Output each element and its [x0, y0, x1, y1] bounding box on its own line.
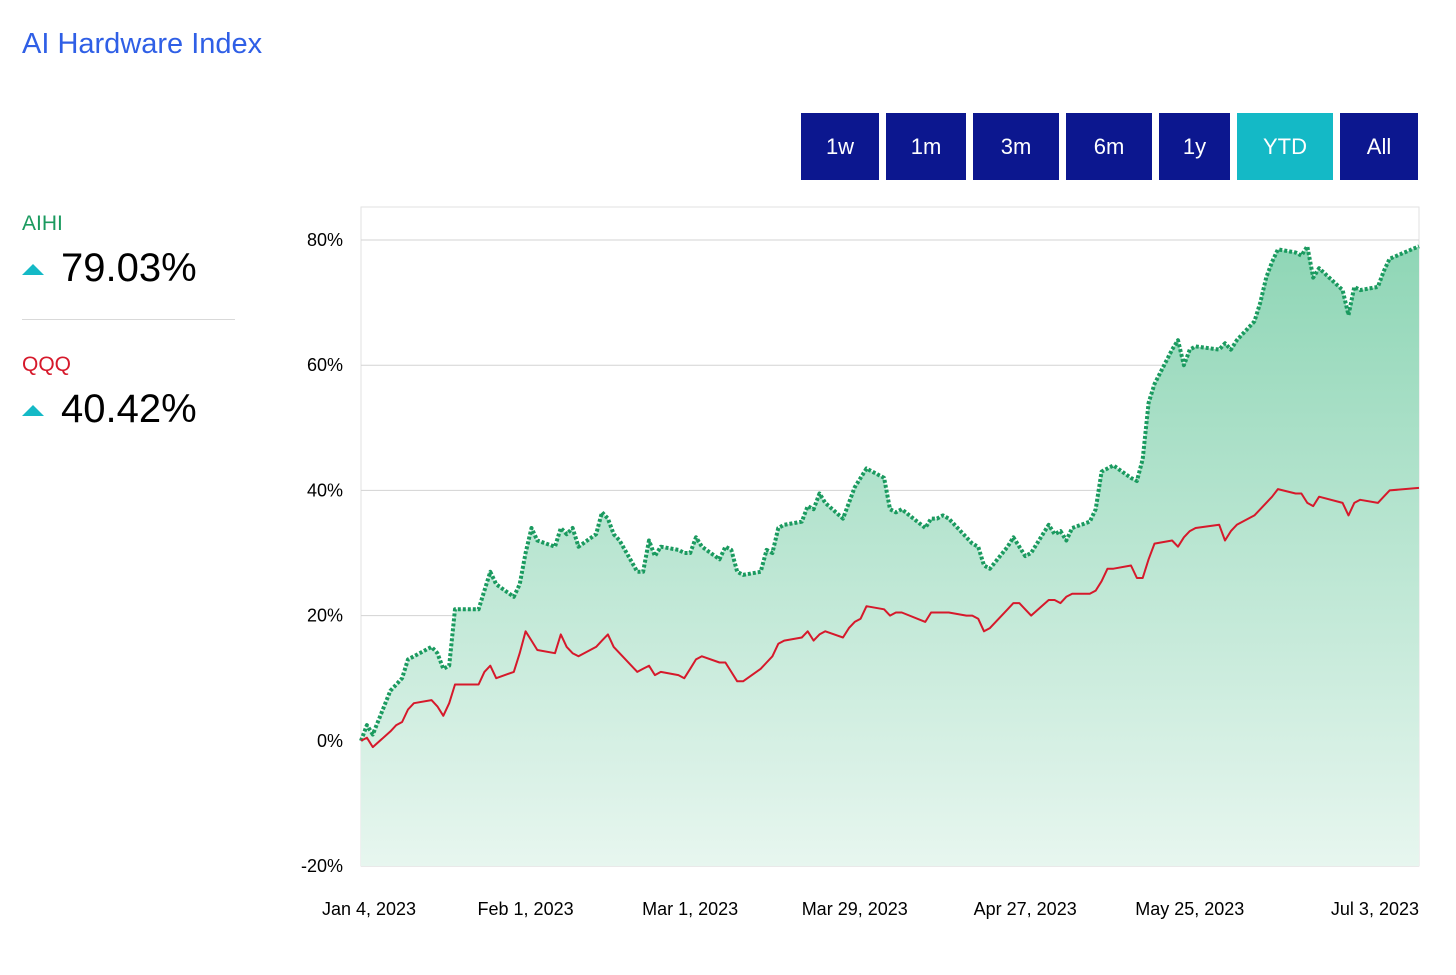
x-tick-label: Jan 4, 2023: [322, 899, 416, 919]
x-tick-label: Jul 3, 2023: [1331, 899, 1419, 919]
range-button-6m[interactable]: 6m: [1066, 113, 1152, 180]
metric-name-aihi: AIHI: [22, 212, 63, 235]
metric-name-qqq: QQQ: [22, 353, 72, 376]
metric-value-qqq: 40.42%: [61, 387, 197, 431]
metric-row-qqq: 40.42%: [22, 387, 197, 431]
range-button-1y[interactable]: 1y: [1159, 113, 1230, 180]
series-line-qqq: [360, 486, 1420, 749]
y-tick-label: 20%: [307, 606, 343, 626]
metric-aihi: AIHI 79.03%: [22, 212, 197, 290]
series-line-aihi: [359, 244, 1420, 742]
triangle-up-icon: [22, 404, 44, 416]
area-layer: [361, 246, 1419, 867]
triangle-up-icon: [22, 263, 44, 275]
range-button-3m[interactable]: 3m: [973, 113, 1059, 180]
aihi-area: [361, 246, 1419, 867]
axis-layer: 80% 60% 40% 20% 0% -20% Jan 4, 2023 Feb 1, 2023…: [301, 230, 1419, 919]
range-button-1m[interactable]: 1m: [886, 113, 966, 180]
x-tick-label: May 25, 2023: [1135, 899, 1244, 919]
x-tick-label: Mar 29, 2023: [802, 899, 908, 919]
y-tick-label: -20%: [301, 856, 343, 876]
metric-qqq: QQQ 40.42%: [22, 353, 197, 431]
time-range-selector: 1w 1m 3m 6m 1y YTD All: [801, 113, 1418, 180]
metric-row-aihi: 79.03%: [22, 246, 197, 290]
range-button-ytd[interactable]: YTD: [1237, 113, 1333, 180]
line-layer: [359, 244, 1420, 749]
metric-value-aihi: 79.03%: [61, 246, 197, 290]
metric-divider: [22, 319, 235, 320]
y-tick-label: 0%: [317, 731, 343, 751]
y-tick-label: 80%: [307, 230, 343, 250]
x-tick-label: Mar 1, 2023: [642, 899, 738, 919]
x-tick-label: Apr 27, 2023: [974, 899, 1077, 919]
range-button-all[interactable]: All: [1340, 113, 1418, 180]
page-title: AI Hardware Index: [22, 28, 263, 60]
x-tick-label: Feb 1, 2023: [478, 899, 574, 919]
y-tick-label: 40%: [307, 480, 343, 500]
y-tick-label: 60%: [307, 355, 343, 375]
range-button-1w[interactable]: 1w: [801, 113, 879, 180]
